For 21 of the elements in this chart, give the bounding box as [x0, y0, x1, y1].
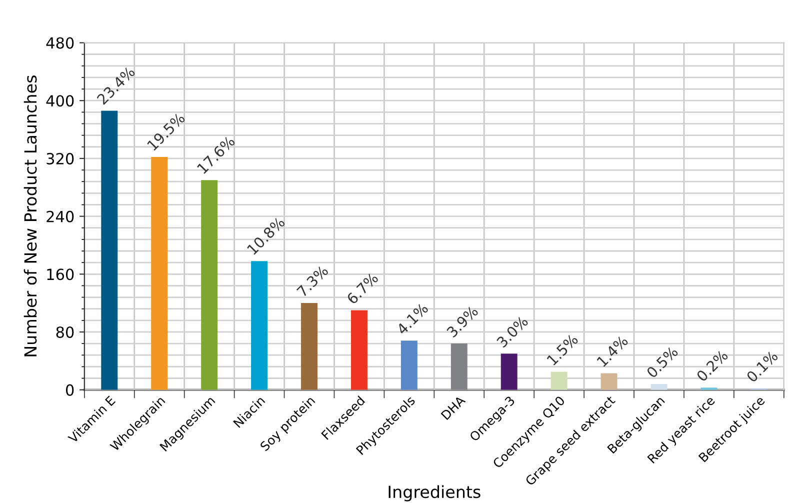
bar — [500, 354, 518, 390]
bar — [350, 310, 368, 390]
bar — [101, 110, 118, 390]
y-axis-title: Number of New Product Launches — [24, 76, 37, 356]
bar — [600, 373, 618, 390]
y-tick-label: 80 — [56, 326, 74, 338]
bar — [151, 157, 168, 390]
y-tick-label: 160 — [47, 268, 74, 280]
y-tick-label: 240 — [46, 210, 74, 222]
bar — [251, 261, 268, 390]
bar — [400, 340, 418, 390]
bar — [450, 344, 468, 390]
bar — [301, 303, 318, 390]
bar — [201, 180, 218, 390]
y-tick-label: 320 — [46, 152, 74, 164]
y-tick-label: 480 — [46, 37, 74, 49]
x-axis-title: Ingredients — [388, 485, 480, 502]
y-tick-label: 400 — [46, 95, 74, 107]
bar — [650, 384, 668, 390]
bar — [550, 372, 568, 390]
y-tick-label: 0 — [66, 384, 74, 396]
